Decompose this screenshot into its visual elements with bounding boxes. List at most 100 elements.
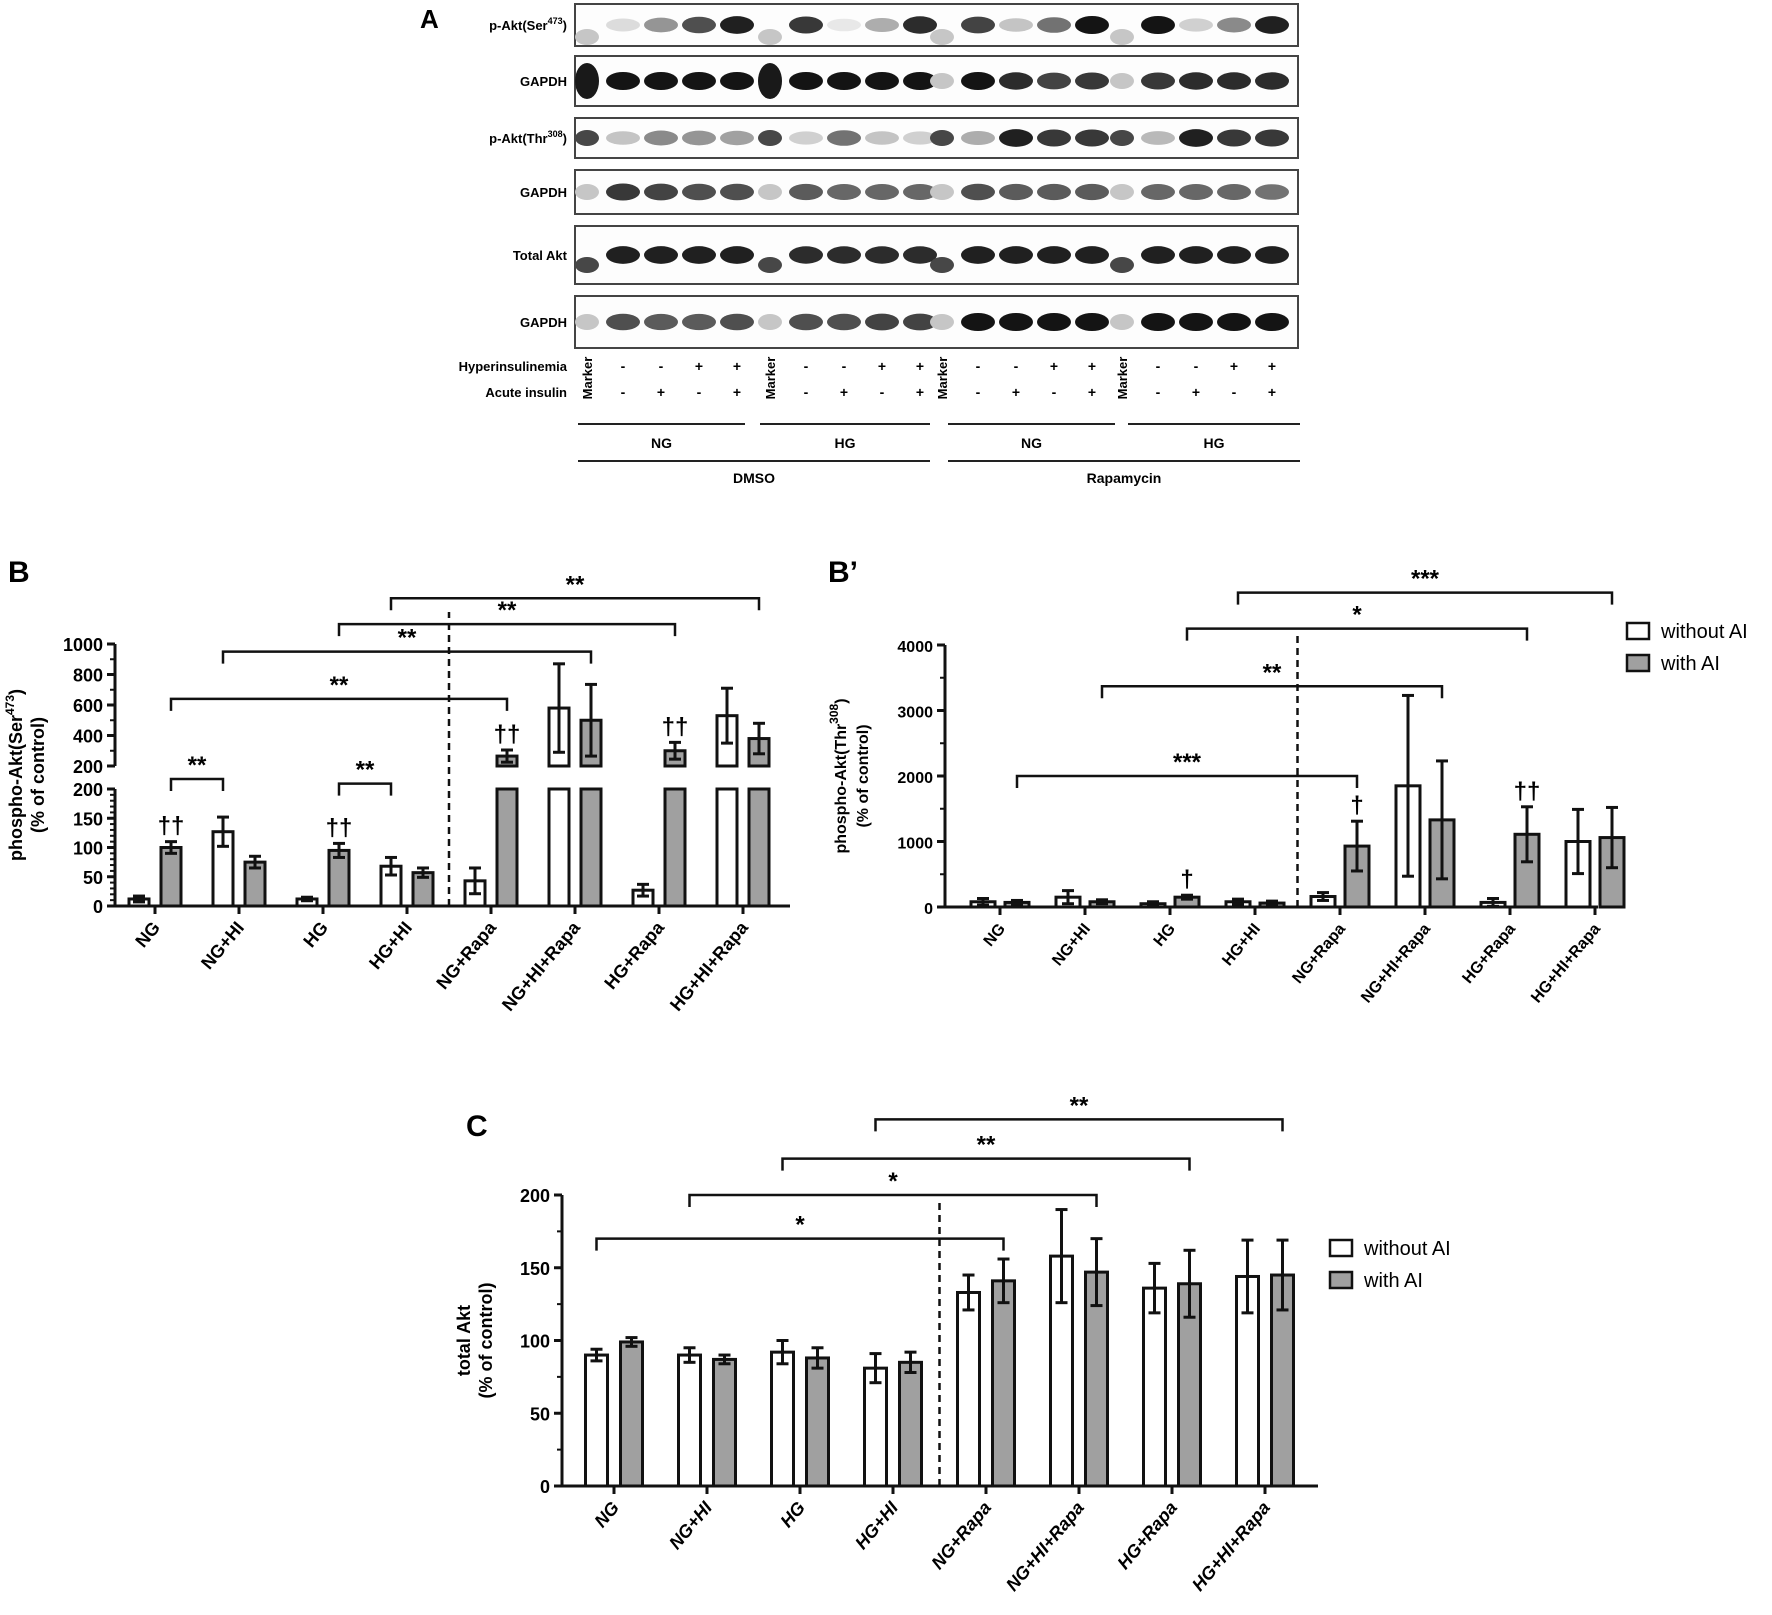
significance-bracket: * <box>595 1212 1005 1251</box>
bar <box>1142 1286 1167 1488</box>
blot-strip: GAPDH <box>520 295 1299 349</box>
series-with-ai <box>1003 759 1626 909</box>
significance-stars: *** <box>1411 566 1440 593</box>
legend-swatch <box>1328 1270 1354 1290</box>
hyperinsulinemia-sign: - <box>659 358 664 374</box>
hyperinsulinemia-sign: + <box>1088 358 1096 374</box>
y-tick-label: 200 <box>73 780 103 800</box>
x-tick-label: NG+HI+Rapa <box>498 917 585 1015</box>
acute-insulin-sign: - <box>621 384 626 400</box>
x-tick-label: NG <box>590 1498 623 1532</box>
acute-insulin-sign: - <box>1052 384 1057 400</box>
bar <box>715 787 739 908</box>
y-axis-title-unit: (% of control) <box>476 1283 496 1399</box>
significance-bracket: ** <box>1100 659 1444 699</box>
series-with-ai <box>619 1237 1295 1488</box>
series-without-ai <box>969 693 1592 909</box>
acute-insulin-sign: - <box>697 384 702 400</box>
significance-stars: ** <box>330 672 349 699</box>
treatment-group-label: DMSO <box>733 470 775 486</box>
significance-stars: ** <box>398 625 417 652</box>
dagger-significance: †† <box>662 713 689 740</box>
bar <box>584 1353 609 1488</box>
bar <box>619 1340 644 1488</box>
bar <box>747 787 771 908</box>
acute-insulin-sign: - <box>804 384 809 400</box>
y-axis: 0 50 100 150 200 200 400 600 800 1000 <box>63 635 117 917</box>
blot-strip: Total Akt <box>513 225 1299 285</box>
glucose-group-label: HG <box>835 435 856 451</box>
dagger-significance: †† <box>158 813 185 840</box>
blot-label: GAPDH <box>520 185 567 200</box>
x-tick-label: NG+Rapa <box>927 1498 995 1573</box>
x-tick-label: HG+HI+Rapa <box>1188 1498 1274 1595</box>
significance-bracket: ** <box>337 597 677 637</box>
x-tick-label: NG+HI <box>197 918 248 973</box>
glucose-group-label: NG <box>1021 435 1042 451</box>
significance-stars: *** <box>1173 749 1202 776</box>
significance-stars: ** <box>188 752 207 779</box>
significance-stars: ** <box>566 571 585 598</box>
y-tick-label: 1000 <box>897 836 933 853</box>
hyperinsulinemia-sign: + <box>1230 358 1238 374</box>
y-tick-label: 1000 <box>63 635 103 655</box>
x-tick-label: NG <box>131 918 164 952</box>
y-axis: 0 50 100 150 200 <box>520 1186 564 1497</box>
hyperinsulinemia-sign: - <box>1014 358 1019 374</box>
significance-stars: ** <box>1263 659 1282 686</box>
legend-label: with AI <box>1363 1270 1423 1292</box>
chart-b-phospho-akt-ser473: B 0 50 100 150 200 200 400 600 800 1000 phospho-Akt… <box>3 556 790 1015</box>
significance-stars: * <box>1352 602 1362 629</box>
bar <box>956 1290 981 1488</box>
legend-swatch <box>1328 1238 1354 1258</box>
significance-bracket: ** <box>169 672 509 711</box>
chart-c-total-akt: C 0 50 100 150 200 total Akt (% of control) NG NG… <box>454 1092 1451 1595</box>
glucose-group-label: NG <box>651 435 672 451</box>
blot-strip: p-Akt(Thr308) <box>489 117 1299 159</box>
panel-label: A <box>420 4 439 34</box>
dagger-significance: † <box>1180 866 1193 893</box>
x-tick-label: HG <box>299 918 332 952</box>
dagger-significance: † <box>1350 792 1363 819</box>
x-tick-label: HG+Rapa <box>1459 921 1519 988</box>
significance-bracket: ** <box>781 1132 1191 1171</box>
significance-stars: * <box>888 1168 898 1195</box>
y-tick-label: 50 <box>83 868 103 888</box>
y-tick-label: 150 <box>73 809 103 829</box>
dagger-significance: †† <box>1514 778 1541 805</box>
y-tick-label: 200 <box>73 757 103 777</box>
x-tick-label: HG+HI <box>851 1497 903 1553</box>
y-tick-label: 100 <box>73 839 103 859</box>
x-tick-label: HG+Rapa <box>1113 1498 1181 1573</box>
dagger-significance: †† <box>326 814 353 841</box>
x-tick-label: NG+Rapa <box>1289 921 1349 988</box>
marker-lane-label: Marker <box>580 357 595 400</box>
y-axis-title: phospho-Akt(Thr308) <box>827 698 850 853</box>
legend: without AI with AI <box>1328 1238 1451 1292</box>
acute-insulin-sign: + <box>733 384 741 400</box>
bar <box>805 1356 830 1488</box>
acute-insulin-sign: + <box>1192 384 1200 400</box>
significance-stars: * <box>795 1212 805 1239</box>
x-tick-label: NG+Rapa <box>432 917 500 993</box>
y-tick-label: 150 <box>520 1259 550 1279</box>
significance-bracket: * <box>688 1168 1098 1207</box>
bar <box>863 1366 888 1488</box>
y-tick-label: 400 <box>73 727 103 747</box>
x-tick-label: HG+HI <box>1219 921 1264 970</box>
hyperinsulinemia-sign: - <box>842 358 847 374</box>
hyperinsulinemia-sign: + <box>878 358 886 374</box>
significance-bracket: *** <box>1015 749 1359 788</box>
y-tick-label: 0 <box>540 1477 550 1497</box>
acute-insulin-sign: + <box>916 384 924 400</box>
significance-bracket: ** <box>389 571 761 611</box>
panel-label: C <box>466 1110 488 1143</box>
blot-strip: GAPDH <box>520 55 1299 107</box>
y-axis-title: phospho-Akt(Ser473) <box>3 689 26 861</box>
bar <box>898 1360 923 1488</box>
legend-label: without AI <box>1363 1238 1451 1260</box>
significance-stars: ** <box>356 757 375 784</box>
significance-bracket: ** <box>337 757 393 796</box>
